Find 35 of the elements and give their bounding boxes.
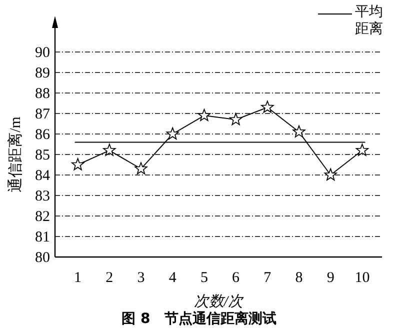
x-tick-label: 8 bbox=[295, 270, 303, 286]
x-tick-label: 9 bbox=[326, 270, 334, 286]
x-tick-label: 3 bbox=[137, 270, 145, 286]
y-tick-label: 85 bbox=[35, 148, 50, 164]
y-tick-label: 88 bbox=[35, 86, 50, 102]
point bbox=[134, 162, 148, 174]
y-tick-label: 86 bbox=[35, 127, 50, 143]
point bbox=[166, 127, 179, 140]
point bbox=[229, 113, 242, 126]
y-tick-label: 83 bbox=[35, 188, 50, 204]
point bbox=[292, 125, 306, 138]
point bbox=[71, 158, 84, 170]
y-tick-label: 82 bbox=[35, 209, 50, 225]
x-tick-label: 7 bbox=[264, 270, 272, 286]
y-tick-label: 87 bbox=[35, 106, 50, 122]
text: 图 8 节点通信距离测试 bbox=[122, 310, 276, 327]
y-tick-label: 84 bbox=[35, 168, 50, 184]
point bbox=[261, 100, 274, 113]
point bbox=[198, 108, 211, 122]
x-tick-label: 4 bbox=[168, 270, 177, 286]
x-tick-label: 6 bbox=[232, 270, 240, 286]
x-axis-title: 次数/次 bbox=[194, 294, 244, 310]
point bbox=[103, 144, 116, 156]
point bbox=[356, 144, 369, 156]
x-tick-label: 5 bbox=[200, 270, 208, 286]
y-tick-label: 90 bbox=[35, 45, 50, 61]
y-axis-title: 通信距离/m bbox=[7, 116, 24, 192]
point bbox=[324, 168, 337, 180]
y-tick-label: 89 bbox=[35, 66, 50, 82]
y-tick-label: 81 bbox=[35, 230, 50, 246]
x-tick-label: 1 bbox=[74, 270, 82, 286]
x-tick-label: 10 bbox=[354, 270, 370, 286]
y-tick-label: 80 bbox=[35, 250, 50, 266]
x-tick-label: 2 bbox=[106, 270, 114, 286]
legend-label: 平均距离 bbox=[355, 4, 384, 38]
